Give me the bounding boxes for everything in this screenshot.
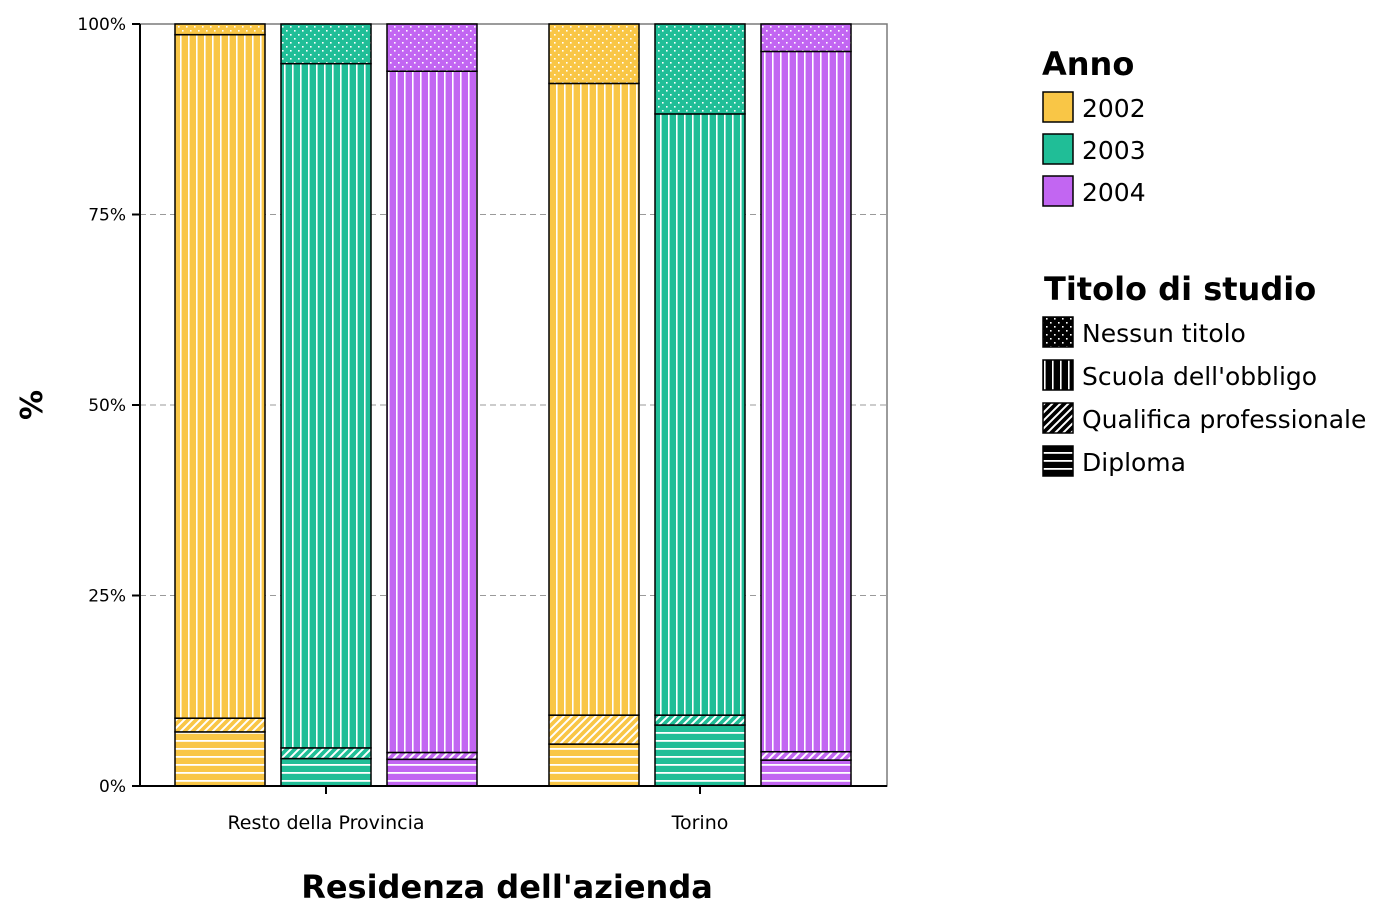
bars	[174, 23, 852, 787]
bar-segment	[174, 731, 266, 787]
bar-segment	[174, 23, 266, 36]
legend-swatch	[1042, 359, 1074, 391]
axes: 0% 25% 50% 75% 100% Resto della Provincia Tori…	[15, 15, 887, 905]
y-tick-label: 0%	[99, 777, 126, 797]
legend-swatch	[1042, 402, 1074, 434]
bar-segment	[386, 758, 478, 787]
x-tick-label: Torino	[671, 812, 729, 834]
bar-segment	[174, 33, 266, 719]
legend-swatch	[1042, 175, 1074, 207]
bar-segment	[654, 714, 746, 726]
legend-label: Diploma	[1082, 448, 1186, 477]
bar-segment	[654, 724, 746, 787]
legend-label: Nessun titolo	[1082, 319, 1246, 348]
bar-segment	[548, 743, 640, 787]
legend-label: 2002	[1082, 94, 1146, 123]
bar-segment	[760, 50, 852, 753]
bar-segment	[280, 62, 372, 749]
y-tick-label: 25%	[88, 587, 126, 607]
legend-label: Qualifica professionale	[1082, 405, 1366, 434]
bar-segment	[654, 23, 746, 115]
bar-segment	[760, 759, 852, 787]
bar-segment	[280, 757, 372, 787]
bar-segment	[548, 82, 640, 716]
bar-segment	[654, 113, 746, 716]
bar-segment	[280, 23, 372, 65]
bar-segment	[386, 23, 478, 72]
x-tick-label: Resto della Provincia	[227, 812, 424, 834]
legend-title-titolo: Titolo di studio	[1044, 270, 1316, 308]
legend-swatch	[1042, 445, 1074, 477]
legend-label: Scuola dell'obbligo	[1082, 362, 1317, 391]
y-tick-label: 100%	[77, 15, 126, 35]
bar-segment	[386, 70, 478, 754]
bar-segment	[280, 747, 372, 760]
legend: Anno 2002 2003 2004 Titolo di studio Nessun t…	[1042, 45, 1366, 477]
x-axis-title: Residenza dell'azienda	[301, 868, 713, 905]
legend-label: 2003	[1082, 136, 1146, 165]
y-axis-title: %	[15, 390, 50, 420]
legend-swatch	[1042, 91, 1074, 123]
legend-swatch	[1042, 133, 1074, 165]
y-tick-label: 75%	[88, 206, 126, 226]
legend-title-anno: Anno	[1042, 45, 1134, 83]
bar-segment	[548, 714, 640, 745]
y-tick-label: 50%	[88, 396, 126, 416]
bar-segment	[174, 717, 266, 733]
bar-segment	[760, 750, 852, 761]
legend-swatch	[1042, 316, 1074, 348]
bar-segment	[386, 751, 478, 761]
legend-label: 2004	[1082, 178, 1146, 207]
bar-segment	[548, 23, 640, 85]
bar-segment	[760, 23, 852, 53]
